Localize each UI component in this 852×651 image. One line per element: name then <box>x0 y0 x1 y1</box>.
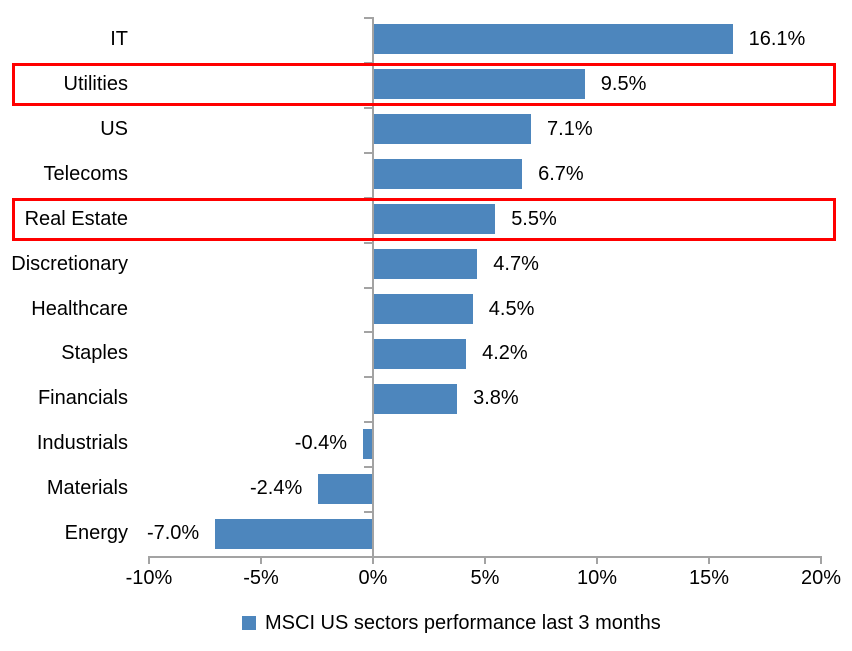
category-tick <box>364 331 372 334</box>
highlight-box-utilities <box>12 62 836 106</box>
x-axis-tick-label: 15% <box>688 567 730 589</box>
bar <box>372 249 478 280</box>
category-tick <box>364 511 372 514</box>
legend-swatch-icon <box>242 616 256 630</box>
bar <box>372 24 733 55</box>
value-label: 7.1% <box>547 117 593 140</box>
legend: MSCI US sectors performance last 3 month… <box>242 609 661 637</box>
x-axis-tick-label: 10% <box>576 567 618 589</box>
category-tick <box>364 151 372 154</box>
x-axis-tick <box>148 556 150 564</box>
bar <box>372 69 585 100</box>
value-label: 5.5% <box>511 207 557 230</box>
value-label: 16.1% <box>748 28 806 50</box>
category-label: Discretionary <box>11 252 128 275</box>
category-label: Utilities <box>63 72 128 95</box>
bar <box>363 428 372 459</box>
x-axis-tick-label: 5% <box>470 567 500 589</box>
value-label: 4.5% <box>488 297 535 320</box>
category-label: Materials <box>46 477 128 500</box>
x-axis-tick-label: 20% <box>800 567 842 589</box>
x-axis-tick <box>260 556 262 564</box>
x-axis-tick-label: 0% <box>358 567 388 589</box>
value-label: 3.8% <box>473 387 519 410</box>
category-tick <box>364 556 372 558</box>
x-axis-tick <box>484 556 486 564</box>
category-tick <box>364 17 372 19</box>
value-label: -7.0% <box>146 522 200 545</box>
bar <box>372 338 467 369</box>
x-axis-tick <box>820 556 822 564</box>
value-label: 4.2% <box>482 342 528 365</box>
value-label: -2.4% <box>249 477 303 500</box>
value-label: -0.4% <box>294 432 348 455</box>
bar <box>372 159 523 190</box>
bar <box>372 293 473 324</box>
category-label: Staples <box>61 342 128 365</box>
value-axis-line <box>372 17 374 558</box>
bar <box>318 473 372 504</box>
legend-label: MSCI US sectors performance last 3 month… <box>265 611 661 634</box>
category-label: Energy <box>64 522 128 545</box>
category-label: IT <box>110 28 128 50</box>
value-label: 6.7% <box>538 162 584 185</box>
category-tick <box>364 241 372 244</box>
category-tick <box>364 286 372 289</box>
category-label: Telecoms <box>43 162 128 185</box>
category-label: Real Estate <box>24 207 128 230</box>
value-label: 4.7% <box>493 252 539 275</box>
bar <box>372 114 532 145</box>
bar <box>215 518 372 549</box>
highlight-box-real-estate <box>12 197 836 241</box>
bar <box>372 204 496 235</box>
x-axis-tick-label: -10% <box>125 567 173 589</box>
x-axis-tick-label: -5% <box>243 567 279 589</box>
category-tick <box>364 421 372 424</box>
x-axis-tick <box>596 556 598 564</box>
x-axis-tick <box>372 556 374 564</box>
category-label: Industrials <box>36 432 128 455</box>
category-label: Healthcare <box>31 297 128 320</box>
category-tick <box>364 376 372 379</box>
category-tick <box>364 106 372 109</box>
category-label: US <box>100 117 128 140</box>
x-axis-tick <box>708 556 710 564</box>
category-tick <box>364 466 372 469</box>
bar <box>372 383 458 414</box>
category-label: Financials <box>37 387 128 410</box>
value-label: 9.5% <box>600 72 647 95</box>
